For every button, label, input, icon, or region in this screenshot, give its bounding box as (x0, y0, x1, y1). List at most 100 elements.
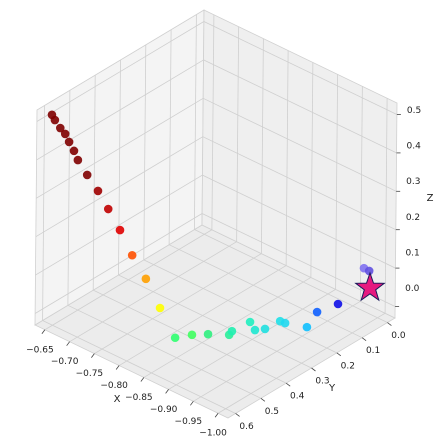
point (364, 266, 374, 276)
point (280, 318, 290, 328)
point (64, 137, 74, 147)
z-tick-label: 0.3 (406, 177, 420, 187)
point (333, 299, 343, 309)
panes (34, 9, 398, 419)
point (170, 333, 180, 343)
grid-line (335, 74, 339, 290)
grid-line (34, 213, 203, 314)
grid-line (203, 59, 397, 154)
point (55, 123, 65, 133)
y-tick-label: 0.1 (366, 346, 380, 356)
grid-line (118, 274, 312, 369)
grid-line (236, 26, 240, 242)
tick-mark (285, 382, 291, 387)
z-tick-label: 0.4 (407, 142, 422, 152)
y-tick-label: 0.0 (391, 331, 406, 341)
grid-line (35, 174, 203, 276)
tick-mark (66, 341, 70, 346)
grid-line (143, 44, 147, 260)
x-axis-label: X (114, 394, 121, 405)
tick-mark (41, 329, 46, 335)
tick-mark (115, 365, 120, 370)
grid-line (35, 97, 204, 199)
y-tick-label: 0.4 (290, 392, 305, 402)
point (69, 146, 79, 156)
tick-mark (387, 322, 392, 326)
star-marker (354, 271, 386, 302)
point (227, 326, 237, 336)
grid-line (92, 75, 96, 291)
grid-line (36, 59, 204, 161)
tick-mark (165, 389, 169, 394)
z-tick-label: 0.2 (406, 213, 420, 223)
point (250, 325, 260, 335)
point (115, 225, 125, 235)
tick-mark (214, 412, 219, 418)
grid-line (285, 50, 289, 266)
right-pane (201, 9, 398, 319)
grid-line (143, 259, 337, 354)
point (260, 324, 270, 334)
marks (47, 110, 386, 343)
z-tick-label: 0.5 (407, 106, 421, 116)
grid-line (201, 213, 396, 307)
grid (34, 14, 401, 418)
point (141, 274, 151, 284)
grid-line (118, 59, 121, 276)
grid-line (168, 29, 172, 245)
grid-line (310, 62, 314, 278)
tick-mark (91, 353, 95, 358)
x-tick-label: −0.85 (125, 393, 153, 403)
grid-line (203, 21, 398, 115)
grid-line (203, 97, 397, 192)
grid-line (67, 304, 262, 399)
tick-mark (361, 337, 367, 342)
grid-line (35, 136, 204, 238)
tick-mark (190, 401, 194, 406)
point (312, 307, 322, 317)
tick-mark (235, 413, 240, 417)
x-tick-label: −0.65 (26, 345, 54, 355)
z-tick-label: 0.0 (405, 284, 420, 294)
x-tick-label: −1.00 (199, 429, 227, 439)
y-tick-label: 0.2 (341, 361, 355, 371)
y-tick-label: 0.6 (239, 422, 254, 432)
x-tick-label: −0.70 (51, 357, 79, 367)
point (203, 329, 213, 339)
x-tick-label: −0.75 (76, 369, 104, 379)
z-axis-label: Z (427, 193, 434, 204)
y-axis-label: Y (328, 383, 336, 394)
point (127, 250, 137, 260)
grid-line (168, 244, 363, 339)
point (245, 317, 255, 327)
x-tick-label: −0.95 (175, 417, 203, 427)
grid-line (194, 14, 197, 230)
point (82, 170, 92, 180)
tick-mark (336, 352, 342, 357)
y-tick-label: 0.3 (315, 377, 329, 387)
point (50, 115, 60, 125)
y-tick-label: 0.5 (265, 407, 279, 417)
grid-line (36, 21, 205, 122)
point (302, 322, 312, 332)
grid-line (211, 14, 215, 230)
point (93, 186, 103, 196)
tick-mark (311, 367, 316, 372)
grid-line (202, 174, 396, 269)
tick-mark (260, 397, 266, 402)
point (155, 303, 165, 313)
grid-line (384, 98, 388, 314)
grid-line (260, 38, 264, 254)
grid-line (42, 320, 236, 414)
labels: −0.65 −0.70 −0.75 −0.80 −0.85 −0.90 −0.95 −1.00… (26, 106, 421, 439)
grid-line (194, 229, 388, 323)
z-tick-label: 0.1 (405, 248, 419, 258)
grid-line (202, 136, 396, 231)
point (103, 204, 113, 214)
x-tick-label: −0.80 (100, 381, 128, 391)
grid-line (67, 90, 71, 306)
tick-mark (140, 377, 145, 382)
grid-line (42, 105, 45, 321)
point (73, 155, 83, 165)
